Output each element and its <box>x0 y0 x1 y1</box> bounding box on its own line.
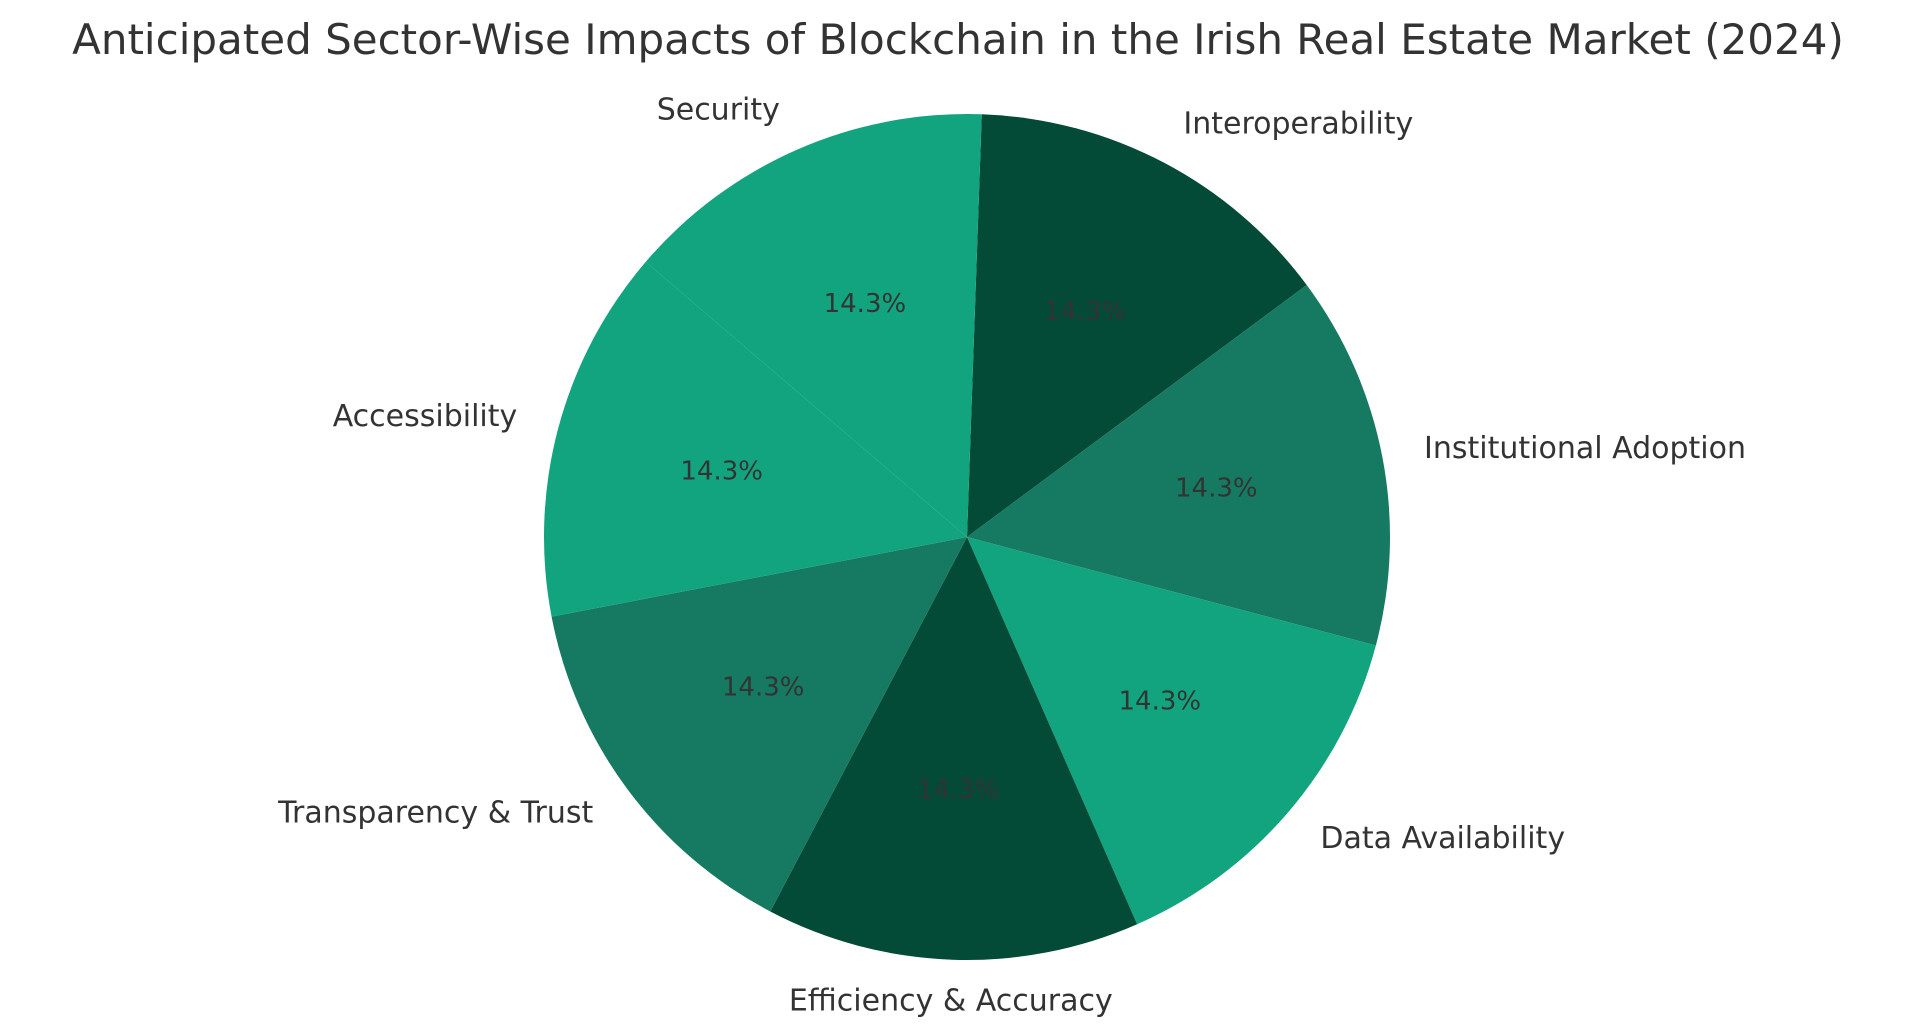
slice-percentage-label: 14.3% <box>917 775 1000 805</box>
slice-category-label: Efficiency & Accuracy <box>789 984 1113 1019</box>
slice-category-label: Interoperability <box>1183 107 1413 142</box>
slice-percentage-label: 14.3% <box>722 673 805 703</box>
pie-slices <box>543 114 1391 960</box>
pie-slice <box>967 537 1376 925</box>
slice-category-label: Accessibility <box>333 399 518 434</box>
pie-slice <box>543 261 967 617</box>
pie-slice <box>551 537 967 912</box>
slice-category-label: Data Availability <box>1320 821 1565 856</box>
slice-percentage-label: 14.3% <box>680 456 763 486</box>
slice-category-label: Security <box>657 93 780 128</box>
slice-category-label: Institutional Adoption <box>1424 431 1746 466</box>
slice-percentage-label: 14.3% <box>1175 474 1258 504</box>
pie-slice <box>967 114 1307 537</box>
slice-percentage-label: 14.3% <box>824 289 907 319</box>
chart-title: Anticipated Sector-Wise Impacts of Block… <box>72 15 1844 64</box>
pie-labels: 14.3% Interoperability 14.3% Institutional … <box>277 93 1746 1019</box>
slice-percentage-label: 14.3% <box>1118 687 1201 717</box>
pie-slice <box>967 284 1391 646</box>
slice-percentage-label: 14.3% <box>1044 297 1127 327</box>
slice-category-label: Transparency & Trust <box>277 796 593 831</box>
pie-slice <box>770 537 1138 960</box>
pie-slice <box>645 114 982 538</box>
